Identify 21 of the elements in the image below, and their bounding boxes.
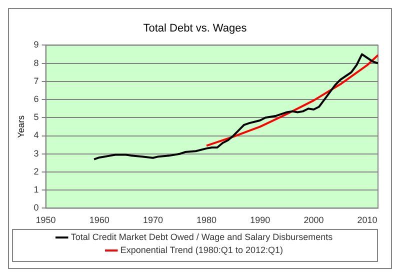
y-tick-label: 6 bbox=[34, 94, 39, 104]
y-tick-label: 9 bbox=[34, 40, 39, 50]
x-tick-label: 1960 bbox=[89, 215, 110, 226]
y-axis-title: Years bbox=[16, 114, 26, 138]
x-tick-label: 1980 bbox=[196, 215, 217, 226]
y-tick-label: 4 bbox=[34, 130, 39, 140]
x-tick-label: 2010 bbox=[357, 215, 378, 226]
y-tick-label: 3 bbox=[34, 148, 39, 158]
legend-label: Exponential Trend (1980:Q1 to 2012:Q1) bbox=[120, 244, 283, 255]
x-tick-label: 1990 bbox=[250, 215, 270, 226]
y-tick-label: 0 bbox=[34, 202, 39, 213]
y-tick-label: 1 bbox=[34, 184, 39, 195]
chart-title: Total Debt vs. Wages bbox=[143, 22, 248, 35]
y-tick-label: 2 bbox=[34, 166, 39, 176]
x-tick-label: 2000 bbox=[304, 215, 324, 226]
x-tick-label: 1970 bbox=[142, 215, 163, 226]
y-tick-label: 7 bbox=[34, 76, 39, 86]
y-tick-label: 5 bbox=[34, 112, 39, 122]
x-tick-label: 1950 bbox=[36, 215, 56, 226]
legend-label: Total Credit Market Debt Owed / Wage and Salary Disbursements bbox=[70, 232, 334, 242]
y-tick-label: 8 bbox=[34, 58, 39, 68]
